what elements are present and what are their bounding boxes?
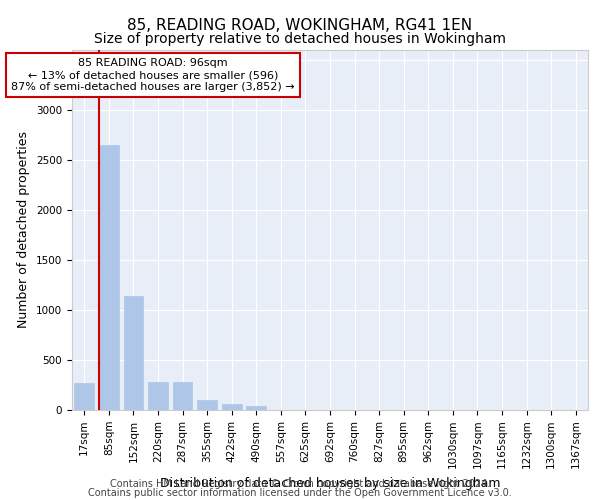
Bar (173, 382, 193, 410)
Text: Contains HM Land Registry data © Crown copyright and database right 2024.: Contains HM Land Registry data © Crown c… (110, 479, 490, 489)
Text: Contains public sector information licensed under the Open Government Licence v3: Contains public sector information licen… (88, 488, 512, 498)
Bar (124, 296, 143, 410)
Bar (148, 382, 168, 410)
Bar (247, 406, 266, 410)
Bar (197, 400, 217, 410)
Bar (222, 404, 242, 410)
Bar (74, 383, 94, 410)
X-axis label: Distribution of detached houses by size in Wokingham: Distribution of detached houses by size … (160, 477, 500, 490)
Text: 85, READING ROAD, WOKINGHAM, RG41 1EN: 85, READING ROAD, WOKINGHAM, RG41 1EN (127, 18, 473, 32)
Text: 85 READING ROAD: 96sqm
← 13% of detached houses are smaller (596)
87% of semi-de: 85 READING ROAD: 96sqm ← 13% of detached… (11, 58, 295, 92)
Bar (99, 145, 119, 410)
Y-axis label: Number of detached properties: Number of detached properties (17, 132, 31, 328)
Text: Size of property relative to detached houses in Wokingham: Size of property relative to detached ho… (94, 32, 506, 46)
